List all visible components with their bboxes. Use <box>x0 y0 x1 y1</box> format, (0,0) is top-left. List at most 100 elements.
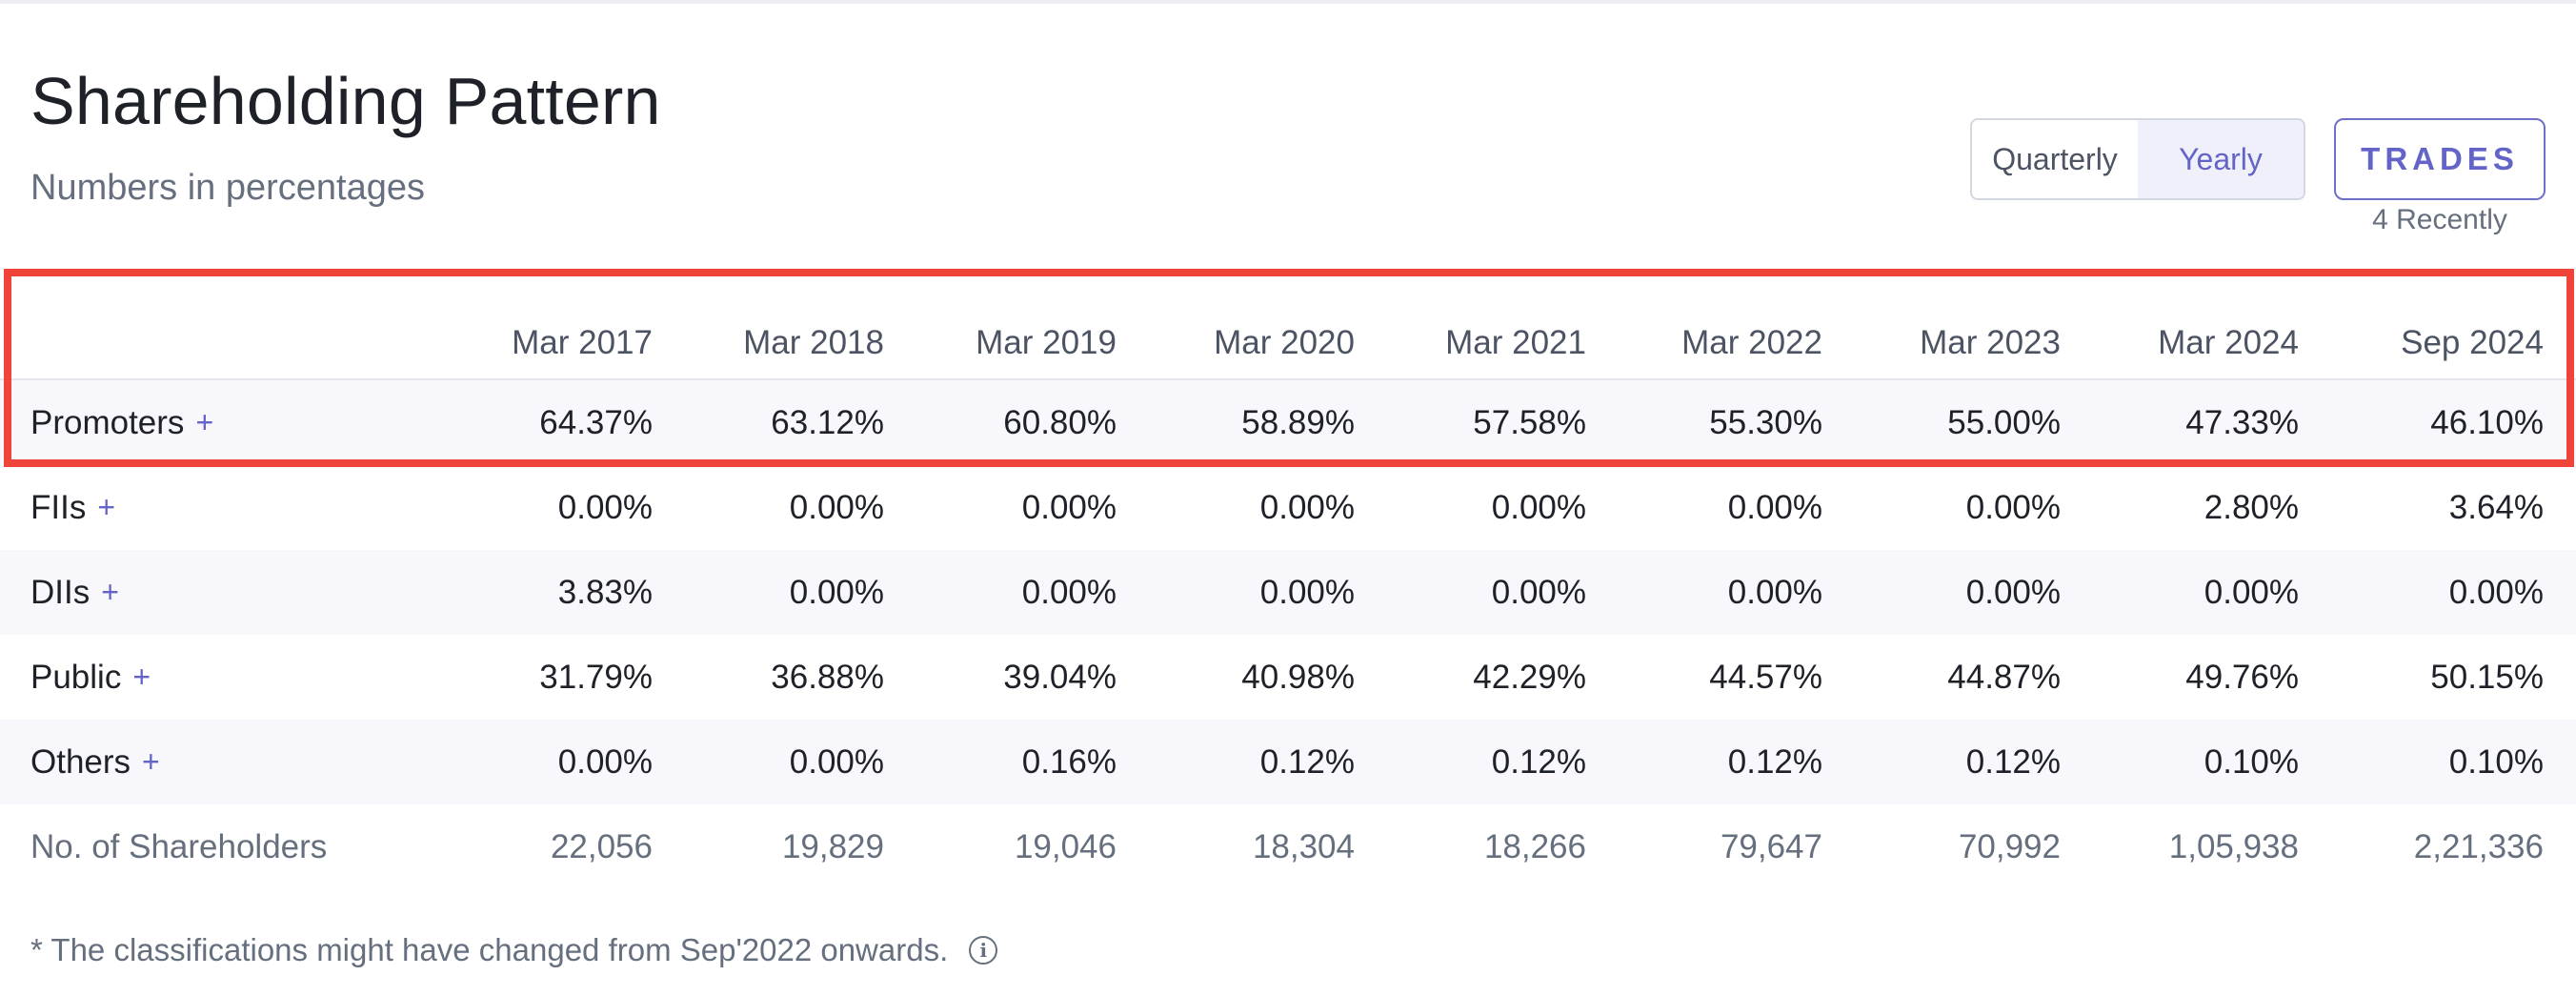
table-cell: 49.76% <box>2185 658 2299 696</box>
table-cell: 0.00% <box>789 742 884 781</box>
table-cell: 18,304 <box>1252 827 1355 865</box>
table-cell: 42.29% <box>1473 658 1586 696</box>
table-cell: 2,21,336 <box>2413 827 2544 865</box>
column-header: Mar 2022 <box>1681 323 1822 361</box>
row-label: FIIs + <box>30 465 115 550</box>
table-cell: 70,992 <box>1958 827 2061 865</box>
expand-others-button[interactable]: + <box>142 744 160 779</box>
page-title: Shareholding Pattern <box>30 64 661 138</box>
table-cell: 19,046 <box>1014 827 1117 865</box>
row-label: Promoters + <box>30 380 213 465</box>
table-row-shareholders: No. of Shareholders 22,056 19,829 19,046… <box>0 804 2576 889</box>
table-cell: 0.00% <box>1491 573 1586 611</box>
table-cell: 50.15% <box>2430 658 2544 696</box>
column-header: Mar 2018 <box>743 323 884 361</box>
table-cell: 0.00% <box>2204 573 2299 611</box>
table-row-diis: DIIs + 3.83% 0.00% 0.00% 0.00% 0.00% 0.0… <box>0 550 2576 635</box>
top-divider <box>0 0 2576 4</box>
table-cell: 0.12% <box>1965 742 2061 781</box>
expand-diis-button[interactable]: + <box>101 575 119 609</box>
table-cell: 63.12% <box>771 403 884 441</box>
row-label-text: Promoters <box>30 403 185 441</box>
table-cell: 0.00% <box>1491 488 1586 526</box>
table-cell: 55.00% <box>1947 403 2061 441</box>
row-label-text: FIIs <box>30 488 87 526</box>
table-cell: 0.00% <box>2448 573 2544 611</box>
table-cell: 60.80% <box>1003 403 1117 441</box>
expand-promoters-button[interactable]: + <box>195 405 214 439</box>
table-cell: 0.00% <box>557 488 653 526</box>
trades-recent-count: 4 Recently <box>2372 204 2507 235</box>
classification-footnote: * The classifications might have changed… <box>30 932 998 968</box>
row-label-text: DIIs <box>30 573 91 611</box>
table-cell: 36.88% <box>771 658 884 696</box>
table-cell: 31.79% <box>539 658 653 696</box>
column-header: Mar 2023 <box>1920 323 2061 361</box>
table-header-row: Mar 2017 Mar 2018 Mar 2019 Mar 2020 Mar … <box>0 278 2576 380</box>
table-cell: 55.30% <box>1709 403 1822 441</box>
row-label-text: Others <box>30 742 131 781</box>
table-cell: 0.12% <box>1259 742 1355 781</box>
row-label: Public + <box>30 635 151 720</box>
row-label: DIIs + <box>30 550 119 635</box>
table-cell: 0.16% <box>1021 742 1117 781</box>
table-cell: 0.00% <box>1021 573 1117 611</box>
column-header: Sep 2024 <box>2401 323 2544 361</box>
table-row-fiis: FIIs + 0.00% 0.00% 0.00% 0.00% 0.00% 0.0… <box>0 465 2576 550</box>
table-cell: 0.12% <box>1727 742 1822 781</box>
table-cell: 64.37% <box>539 403 653 441</box>
table-cell: 40.98% <box>1241 658 1355 696</box>
row-label: Others + <box>30 720 160 804</box>
table-row-promoters: Promoters + 64.37% 63.12% 60.80% 58.89% … <box>0 380 2576 465</box>
table-cell: 46.10% <box>2430 403 2544 441</box>
table-row-public: Public + 31.79% 36.88% 39.04% 40.98% 42.… <box>0 635 2576 720</box>
info-icon[interactable]: i <box>969 936 998 965</box>
table-row-others: Others + 0.00% 0.00% 0.16% 0.12% 0.12% 0… <box>0 720 2576 804</box>
table-cell: 47.33% <box>2185 403 2299 441</box>
header-divider <box>0 378 2576 380</box>
table-cell: 2.80% <box>2204 488 2299 526</box>
table-cell: 0.00% <box>1727 488 1822 526</box>
column-header: Mar 2019 <box>976 323 1117 361</box>
table-cell: 0.10% <box>2448 742 2544 781</box>
table-cell: 0.00% <box>1965 573 2061 611</box>
quarterly-toggle-button[interactable]: Quarterly <box>1992 141 2118 176</box>
table-cell: 0.00% <box>789 488 884 526</box>
table-cell: 0.10% <box>2204 742 2299 781</box>
row-label-text: No. of Shareholders <box>30 827 328 865</box>
footnote-text: * The classifications might have changed… <box>30 932 949 967</box>
table-cell: 44.57% <box>1709 658 1822 696</box>
row-label-text: Public <box>30 658 122 696</box>
table-cell: 39.04% <box>1003 658 1117 696</box>
table-cell: 0.00% <box>789 573 884 611</box>
trades-button[interactable]: TRADES <box>2334 118 2546 200</box>
table-cell: 3.83% <box>557 573 653 611</box>
table-cell: 0.00% <box>1259 573 1355 611</box>
column-header: Mar 2020 <box>1214 323 1355 361</box>
column-header: Mar 2021 <box>1445 323 1586 361</box>
shareholding-table: Mar 2017 Mar 2018 Mar 2019 Mar 2020 Mar … <box>0 278 2576 889</box>
table-cell: 19,829 <box>781 827 884 865</box>
table-cell: 22,056 <box>550 827 653 865</box>
table-cell: 44.87% <box>1947 658 2061 696</box>
table-cell: 58.89% <box>1241 403 1355 441</box>
table-cell: 0.00% <box>1259 488 1355 526</box>
page-subtitle: Numbers in percentages <box>30 168 425 208</box>
table-cell: 1,05,938 <box>2168 827 2299 865</box>
table-cell: 0.00% <box>1965 488 2061 526</box>
table-cell: 79,647 <box>1720 827 1822 865</box>
table-cell: 0.12% <box>1491 742 1586 781</box>
table-cell: 0.00% <box>1727 573 1822 611</box>
table-cell: 3.64% <box>2448 488 2544 526</box>
table-cell: 18,266 <box>1483 827 1586 865</box>
expand-fiis-button[interactable]: + <box>97 490 116 524</box>
column-header: Mar 2024 <box>2158 323 2299 361</box>
period-toggle: Quarterly Yearly <box>1970 118 2305 200</box>
yearly-toggle-button[interactable]: Yearly <box>2138 120 2304 198</box>
column-header: Mar 2017 <box>512 323 653 361</box>
table-cell: 0.00% <box>1021 488 1117 526</box>
expand-public-button[interactable]: + <box>132 660 151 694</box>
table-cell: 0.00% <box>557 742 653 781</box>
table-cell: 57.58% <box>1473 403 1586 441</box>
